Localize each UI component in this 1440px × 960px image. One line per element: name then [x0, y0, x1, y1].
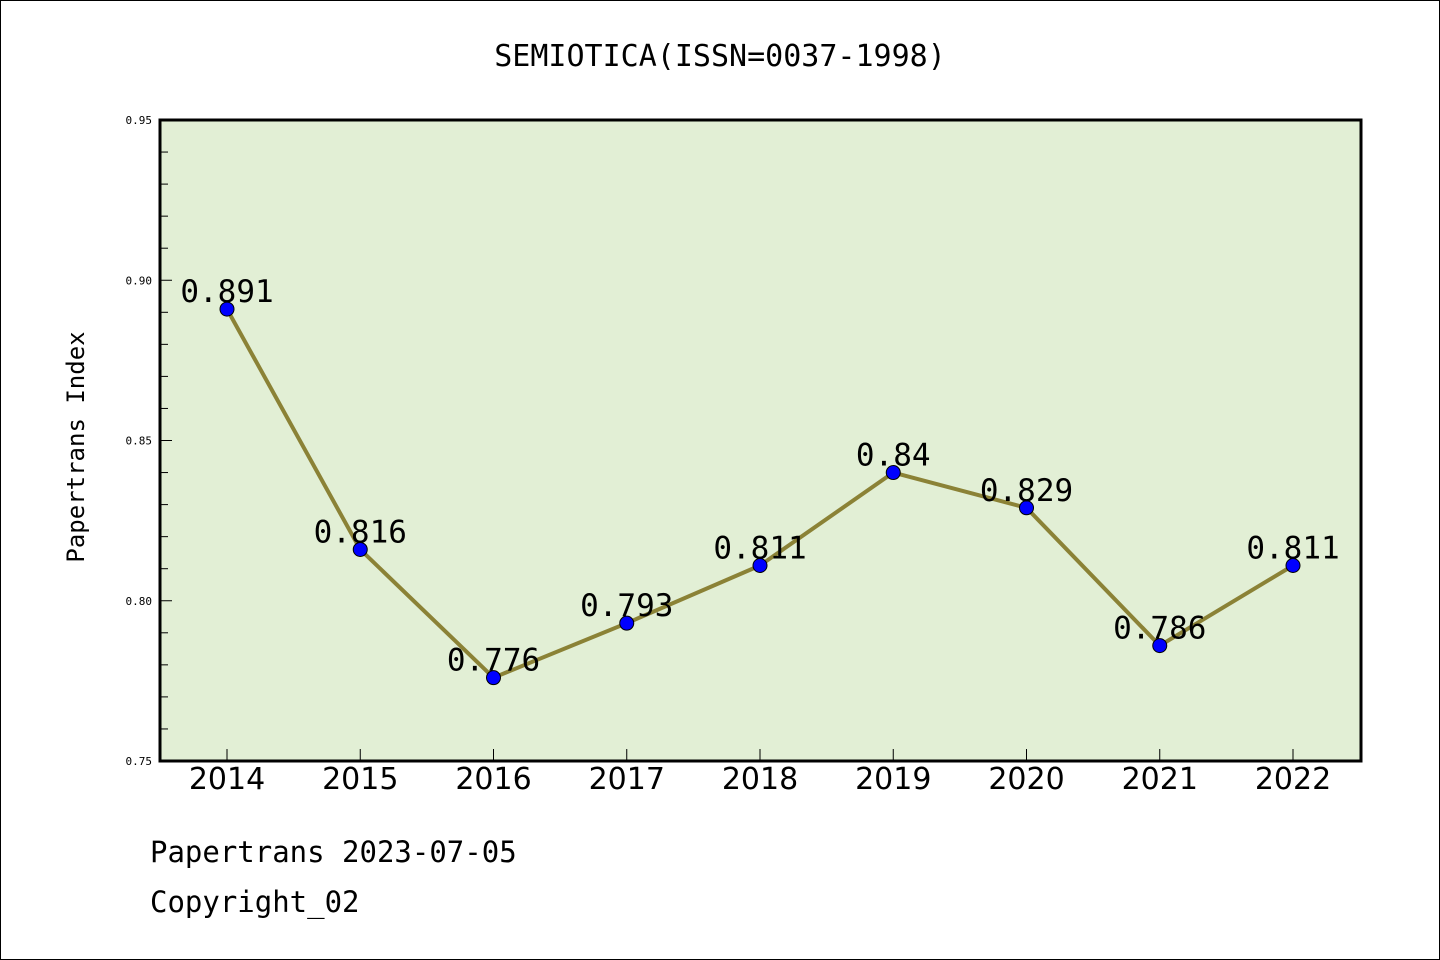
data-point	[1152, 638, 1168, 654]
x-tick-label: 2016	[455, 762, 531, 797]
x-axis: 2014 2015 2016 2017 2018 2019 2020 2021 2022	[189, 749, 1331, 797]
data-label: 0.786	[1113, 611, 1206, 647]
data-point	[486, 670, 501, 686]
data-label: 0.776	[447, 643, 540, 679]
footer-copyright: Copyright_02	[150, 885, 360, 919]
y-tick-label: 0.80	[126, 595, 153, 608]
x-tick-label: 2015	[322, 762, 398, 797]
data-label: 0.811	[1246, 530, 1339, 566]
x-tick-label: 2017	[589, 762, 665, 797]
data-point	[885, 465, 901, 481]
y-tick-label: 0.75	[126, 755, 153, 768]
data-label: 0.793	[580, 588, 673, 624]
footer-source-date: Papertrans 2023-07-05	[150, 835, 517, 869]
x-tick-label: 2019	[855, 762, 931, 797]
data-label: 0.829	[980, 473, 1073, 509]
x-tick-label: 2022	[1255, 762, 1331, 797]
data-point	[352, 541, 368, 557]
y-tick-label: 0.95	[126, 114, 153, 127]
data-labels: 0.891 0.816 0.776 0.793 0.811 0.84 0.829 0.786 0…	[180, 274, 1339, 679]
data-point	[1019, 500, 1034, 516]
data-point	[219, 301, 235, 317]
x-tick-label: 2014	[189, 762, 265, 797]
plot-border	[158, 118, 1363, 763]
data-label: 0.84	[856, 438, 931, 474]
y-axis-label: Papertrans Index	[62, 331, 90, 562]
y-tick-label: 0.85	[126, 435, 153, 448]
data-point	[752, 557, 768, 573]
data-label: 0.816	[314, 514, 407, 550]
data-point	[1285, 557, 1301, 573]
data-point	[619, 615, 635, 631]
plot-area	[160, 120, 1361, 761]
y-tick-label: 0.90	[126, 274, 153, 287]
x-tick-label: 2021	[1122, 762, 1198, 797]
data-label: 0.811	[713, 530, 806, 566]
series-markers	[219, 301, 1301, 686]
data-label: 0.891	[180, 274, 273, 310]
x-tick-label: 2018	[722, 762, 798, 797]
chart-title: SEMIOTICA(ISSN=0037-1998)	[494, 39, 946, 74]
x-tick-label: 2020	[988, 762, 1064, 797]
